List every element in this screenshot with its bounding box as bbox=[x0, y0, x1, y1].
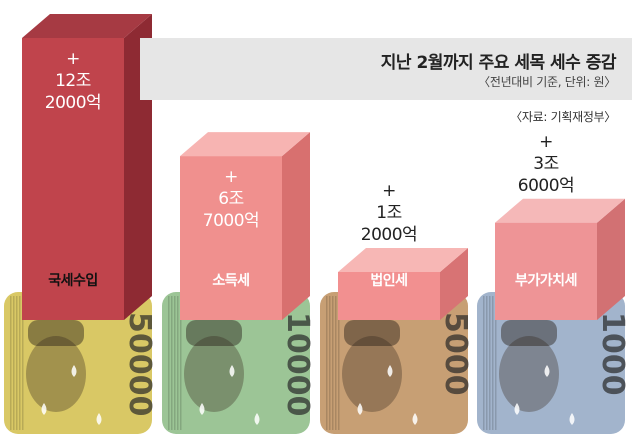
banknote-3: 1000 bbox=[477, 292, 630, 434]
bar-top-1 bbox=[180, 132, 310, 157]
bar-top-3 bbox=[495, 198, 625, 223]
chart-source: 〈자료: 기획재정부〉 bbox=[510, 110, 616, 124]
bar-0 bbox=[22, 38, 124, 320]
title-band bbox=[140, 38, 632, 100]
category-label: 법인세 bbox=[370, 273, 408, 289]
bar-value-label: + 6조 7000억 bbox=[202, 167, 260, 232]
banknote-denomination: 5000 bbox=[438, 312, 473, 396]
bar-1 bbox=[180, 156, 282, 320]
bar-side-3 bbox=[597, 198, 625, 320]
banknote-0: 50000 bbox=[4, 292, 157, 434]
bar-2 bbox=[338, 272, 440, 320]
bar-3 bbox=[495, 222, 597, 320]
chart-title: 지난 2월까지 주요 세목 세수 증감 bbox=[380, 53, 617, 73]
bar-top-2 bbox=[338, 248, 468, 272]
category-label: 소득세 bbox=[212, 273, 250, 289]
bar-value-label: + 3조 6000억 bbox=[517, 131, 575, 196]
bar-side-1 bbox=[282, 132, 310, 320]
category-label: 국세수입 bbox=[48, 273, 98, 289]
category-label: 부가가치세 bbox=[515, 273, 577, 289]
chart-subtitle: 〈전년대비 기준, 단위: 원〉 bbox=[478, 75, 616, 89]
banknote-1: 10000 bbox=[162, 292, 315, 434]
banknote-denomination: 50000 bbox=[122, 312, 157, 416]
bar-top-0 bbox=[22, 14, 152, 38]
bar-value-label: + 12조 2000억 bbox=[44, 49, 102, 113]
banknote-denomination: 10000 bbox=[280, 312, 315, 416]
banknote-2: 5000 bbox=[320, 292, 473, 434]
bar-value-label: + 1조 2000억 bbox=[360, 181, 418, 245]
banknote-denomination: 1000 bbox=[595, 312, 630, 396]
